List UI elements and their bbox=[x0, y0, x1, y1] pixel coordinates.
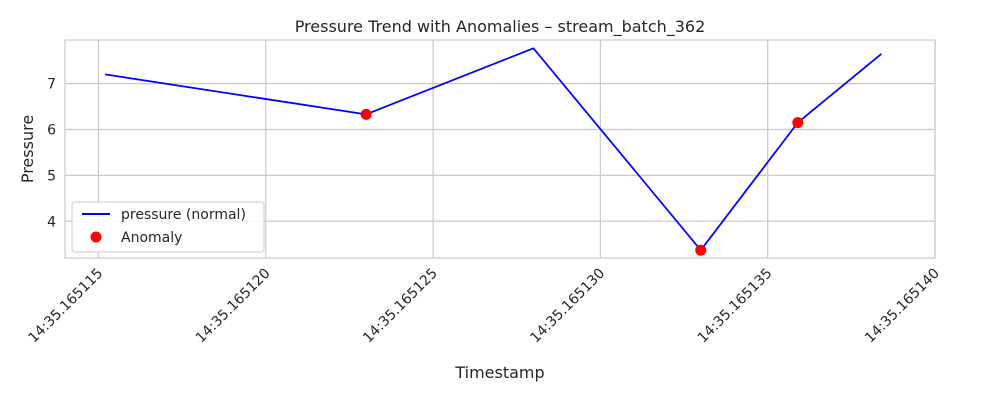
plot-frame bbox=[64, 39, 936, 259]
x-axis-label: Timestamp bbox=[454, 363, 544, 382]
y-tick-label: 7 bbox=[47, 77, 56, 93]
series-layer bbox=[105, 47, 883, 256]
anomaly-point bbox=[695, 244, 707, 256]
y-axis-label: Pressure bbox=[18, 115, 37, 183]
y-tick-label: 5 bbox=[47, 168, 56, 184]
legend-label-normal: pressure (normal) bbox=[121, 207, 246, 223]
legend: pressure (normal) Anomaly bbox=[71, 201, 265, 253]
legend-box bbox=[71, 201, 265, 253]
pressure-line bbox=[105, 47, 883, 252]
y-tick-label: 4 bbox=[47, 214, 56, 230]
legend-label-anomaly: Anomaly bbox=[121, 230, 182, 246]
anomaly-point bbox=[792, 117, 804, 129]
chart-title: Pressure Trend with Anomalies – stream_b… bbox=[295, 17, 706, 37]
legend-marker-swatch bbox=[90, 231, 102, 243]
y-tick-label: 6 bbox=[47, 122, 56, 138]
anomaly-point bbox=[360, 108, 372, 120]
